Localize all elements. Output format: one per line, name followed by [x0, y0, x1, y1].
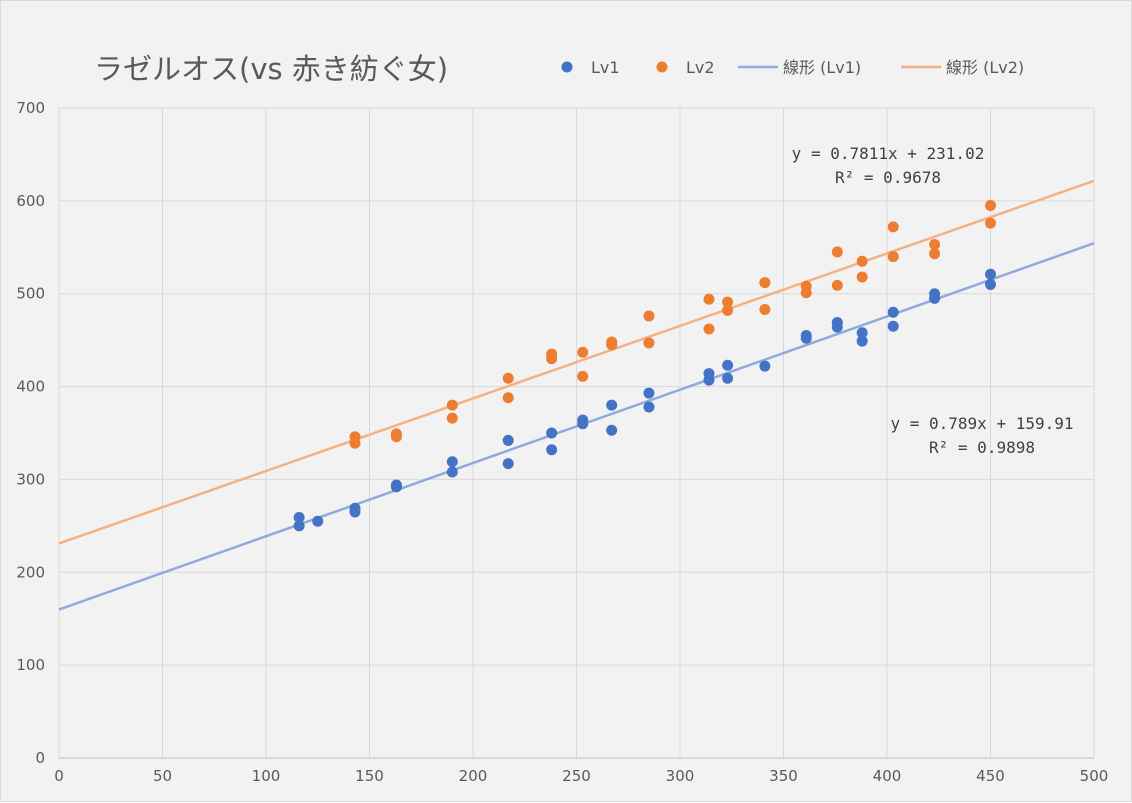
point-lv2 [577, 346, 589, 358]
legend-label-trend-lv1: 線形 (Lv1) [783, 58, 861, 77]
point-lv2 [390, 431, 402, 443]
legend: Lv1 Lv2 線形 (Lv1) 線形 (Lv2) [561, 58, 1024, 77]
point-lv1 [546, 444, 558, 456]
point-lv2 [446, 412, 458, 424]
x-tick-label: 250 [562, 767, 591, 785]
x-tick-label: 50 [153, 767, 172, 785]
legend-marker-lv2 [656, 61, 668, 73]
y-tick-label: 600 [16, 192, 45, 210]
point-lv2 [856, 255, 868, 267]
point-lv1 [312, 515, 324, 527]
point-lv1 [293, 512, 305, 523]
point-lv2 [985, 217, 996, 229]
point-lv2 [887, 221, 899, 233]
point-lv1 [390, 481, 402, 493]
point-lv2 [643, 337, 655, 349]
point-lv1 [856, 335, 868, 347]
point-lv2 [759, 277, 771, 289]
point-lv2 [831, 246, 843, 258]
point-lv1 [446, 466, 458, 478]
point-lv2 [502, 392, 514, 404]
x-tick-label: 500 [1080, 767, 1109, 785]
point-lv2 [929, 239, 941, 250]
trendline-label-lv1: y = 0.789x + 159.91 R² = 0.9898 [890, 414, 1073, 457]
point-lv1 [349, 506, 361, 518]
point-lv1 [887, 306, 899, 318]
x-tick-label: 300 [666, 767, 695, 785]
x-tick-label: 150 [355, 767, 384, 785]
point-lv1 [546, 427, 558, 439]
x-tick-label: 200 [459, 767, 488, 785]
trendline-lv2 [58, 179, 1095, 545]
data-points [293, 200, 996, 532]
point-lv2 [722, 304, 734, 316]
point-lv2 [985, 200, 996, 211]
point-lv1 [831, 321, 843, 333]
gridlines [58, 107, 1095, 759]
axis-tick-labels: 0 50 100 150 200 250 300 350 400 450 500 0 100 200 300… [16, 99, 1108, 785]
x-tick-label: 350 [769, 767, 798, 785]
r-squared-lv2: R² = 0.9678 [835, 168, 941, 187]
x-tick-label: 0 [54, 767, 64, 785]
point-lv2 [856, 271, 868, 283]
point-lv1 [577, 418, 589, 430]
point-lv1 [703, 374, 715, 386]
point-lv2 [800, 287, 812, 299]
point-lv1 [722, 359, 734, 371]
point-lv1 [502, 458, 514, 470]
point-lv2 [759, 304, 771, 315]
point-lv1 [446, 456, 458, 468]
point-lv2 [606, 339, 618, 351]
point-lv1 [887, 320, 899, 332]
y-tick-label: 300 [16, 470, 45, 488]
point-lv1 [643, 387, 655, 399]
equation-lv2: y = 0.7811x + 231.02 [792, 144, 985, 163]
y-tick-label: 100 [16, 656, 45, 674]
point-lv2 [703, 293, 715, 305]
point-lv2 [643, 310, 655, 322]
y-tick-label: 500 [16, 285, 45, 303]
y-tick-label: 700 [16, 99, 45, 117]
point-lv2 [722, 296, 734, 308]
legend-label-lv1: Lv1 [591, 58, 620, 77]
trendlines [58, 179, 1095, 611]
legend-label-lv2: Lv2 [686, 58, 715, 77]
point-lv1 [929, 292, 941, 304]
point-lv2 [887, 251, 899, 263]
point-lv1 [722, 372, 734, 384]
point-lv1 [293, 520, 305, 532]
point-lv1 [985, 278, 996, 290]
point-lv2 [546, 353, 558, 365]
y-tick-label: 400 [16, 378, 45, 396]
equation-lv1: y = 0.789x + 159.91 [890, 414, 1073, 433]
point-lv1 [800, 332, 812, 344]
x-tick-label: 450 [976, 767, 1005, 785]
point-lv1 [606, 399, 618, 411]
point-lv2 [831, 279, 843, 291]
point-lv1 [759, 360, 771, 372]
trendline-label-lv2: y = 0.7811x + 231.02 R² = 0.9678 [792, 144, 985, 187]
point-lv1 [985, 268, 996, 280]
legend-label-trend-lv2: 線形 (Lv2) [946, 58, 1024, 77]
y-tick-label: 0 [35, 749, 45, 767]
point-lv2 [577, 370, 589, 382]
r-squared-lv1: R² = 0.9898 [929, 438, 1035, 457]
point-lv1 [856, 327, 868, 339]
point-lv2 [446, 399, 458, 411]
legend-marker-lv1 [561, 61, 573, 73]
point-lv1 [643, 401, 655, 413]
point-lv2 [703, 323, 715, 335]
point-lv2 [502, 372, 514, 384]
y-tick-label: 200 [16, 563, 45, 581]
x-tick-label: 100 [252, 767, 281, 785]
x-tick-label: 400 [873, 767, 902, 785]
trendline-lv1 [58, 242, 1095, 611]
point-lv2 [929, 248, 941, 260]
point-lv2 [349, 437, 361, 449]
point-lv1 [606, 424, 618, 436]
point-lv1 [502, 434, 514, 446]
chart-title: ラゼルオス(vs 赤き紡ぐ女) [94, 52, 448, 86]
